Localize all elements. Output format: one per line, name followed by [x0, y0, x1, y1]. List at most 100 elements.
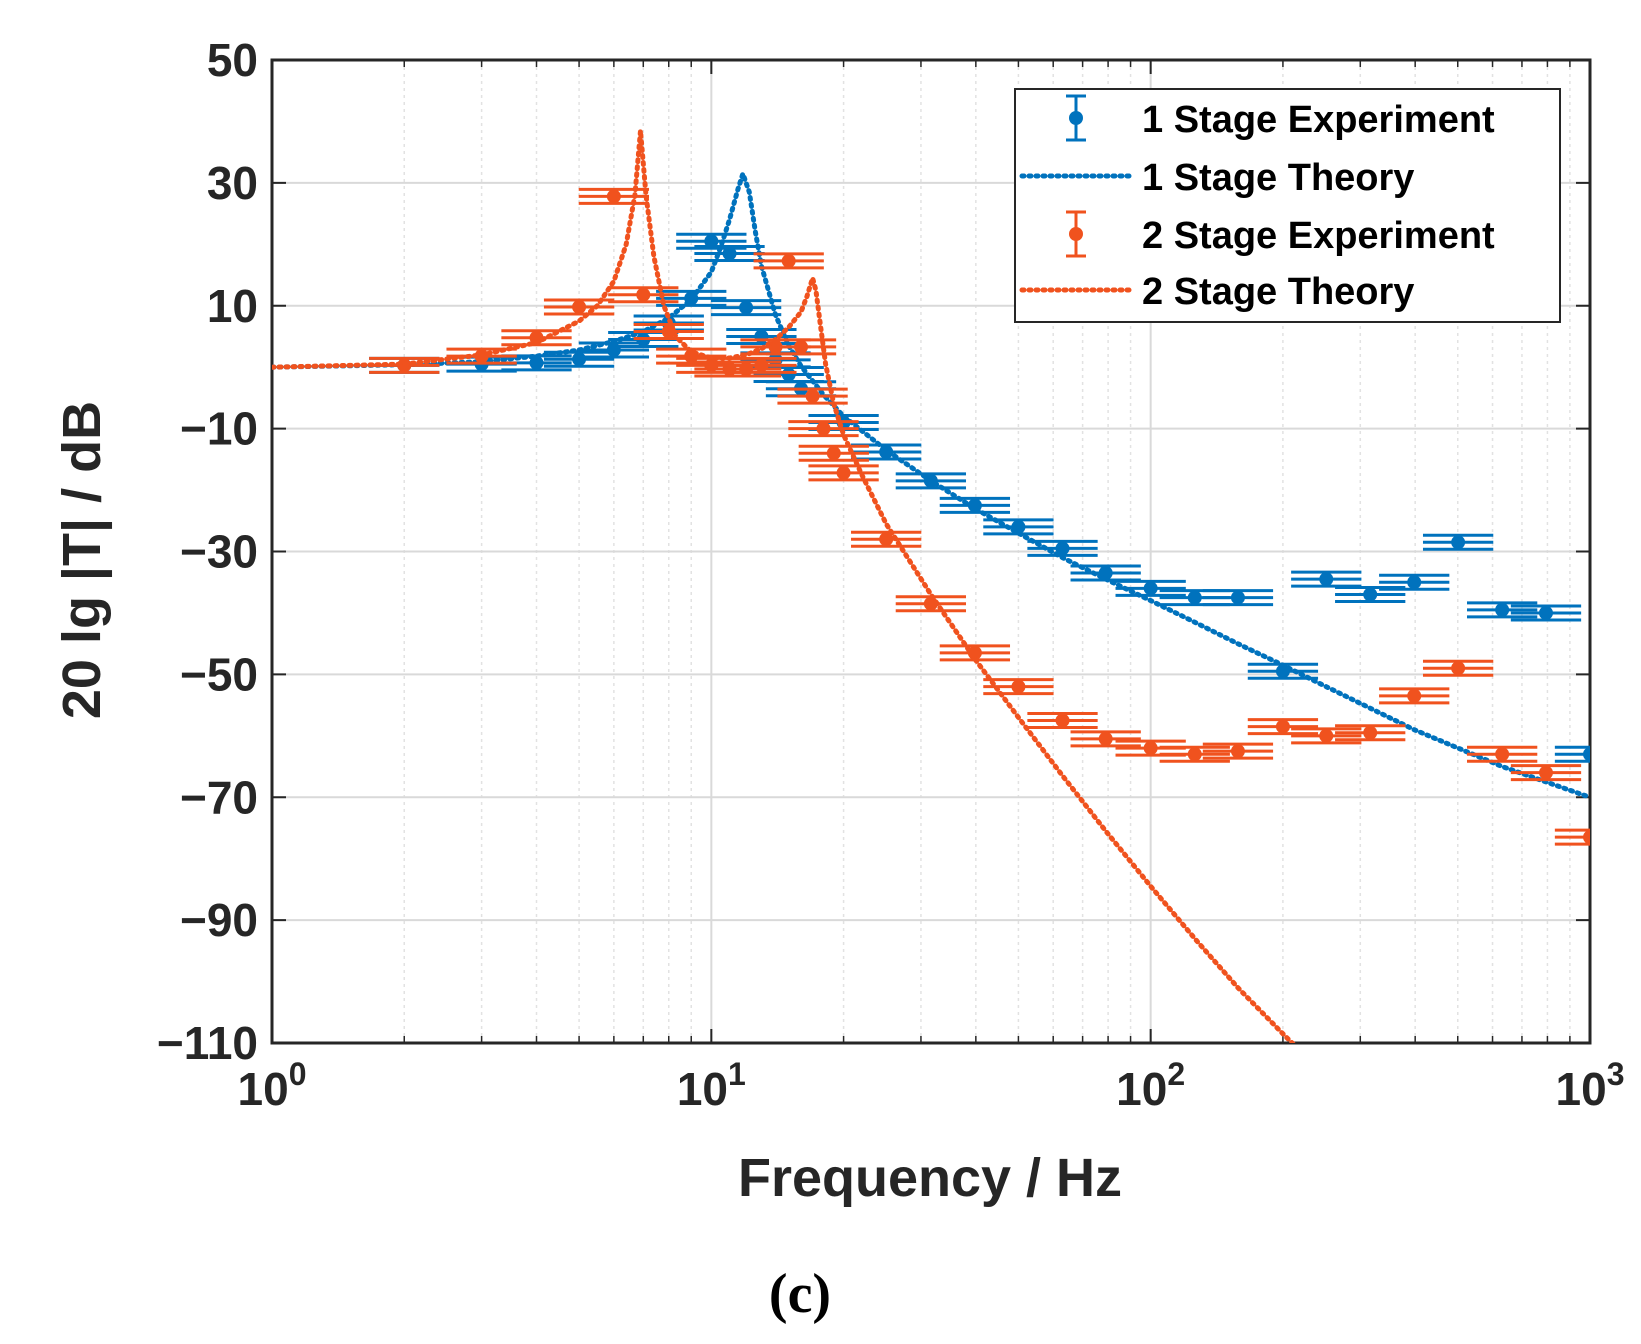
- data-point: [608, 286, 679, 304]
- data-point: [1159, 745, 1230, 763]
- data-series: [272, 130, 1590, 1043]
- data-marker: [1583, 830, 1590, 845]
- data-marker: [1363, 587, 1378, 602]
- data-point: [1554, 745, 1590, 763]
- data-marker: [781, 253, 796, 268]
- data-point: [1027, 711, 1098, 729]
- data-marker: [781, 367, 796, 382]
- data-point: [851, 530, 922, 548]
- data-point: [753, 252, 824, 270]
- y-tick-label: −90: [180, 894, 258, 946]
- legend-label-2-stage-theory: 2 Stage Theory: [1142, 271, 1414, 313]
- x-tick-label-exponent: 1: [728, 1056, 746, 1092]
- data-marker: [794, 339, 809, 354]
- data-point: [1335, 586, 1406, 604]
- y-axis-tick-labels: −110 −90 −70 −50 −30 −10 10 30 50: [157, 34, 258, 1069]
- data-marker: [529, 355, 544, 370]
- data-point: [939, 496, 1011, 514]
- data-point: [676, 232, 747, 250]
- data-point: [1335, 724, 1406, 742]
- data-point: [1510, 604, 1582, 622]
- data-point: [1070, 730, 1141, 748]
- series-1-stage-theory: [272, 165, 1590, 800]
- data-point: [1202, 589, 1274, 607]
- data-marker: [1495, 747, 1510, 762]
- data-point: [633, 323, 704, 341]
- x-tick-label-exponent: 2: [1167, 1056, 1185, 1092]
- x-tick-label: 101: [677, 1056, 746, 1115]
- y-tick-label: −110: [157, 1017, 258, 1069]
- data-marker: [739, 300, 754, 315]
- data-marker: [1055, 713, 1070, 728]
- data-point: [1510, 764, 1582, 782]
- data-marker: [1319, 572, 1334, 587]
- data-point: [1422, 659, 1494, 677]
- data-point: [1466, 601, 1538, 619]
- data-marker: [1363, 725, 1378, 740]
- data-point: [1247, 718, 1319, 736]
- data-point: [788, 420, 859, 438]
- data-marker: [1538, 605, 1553, 620]
- y-tick-label: −10: [180, 403, 258, 455]
- data-point: [808, 464, 879, 482]
- data-marker: [1098, 731, 1113, 746]
- data-point: [1379, 573, 1450, 591]
- data-marker: [1011, 679, 1026, 694]
- y-tick-label: −50: [180, 648, 258, 700]
- data-marker: [1055, 541, 1070, 556]
- y-tick-label: −70: [180, 771, 258, 823]
- data-marker: [826, 446, 841, 461]
- legend-label-1-stage-experiment: 1 Stage Experiment: [1142, 99, 1495, 141]
- data-point: [1379, 687, 1450, 705]
- data-marker: [572, 299, 587, 314]
- data-marker: [572, 352, 587, 367]
- x-tick-label: 102: [1116, 1056, 1185, 1115]
- data-marker: [1495, 602, 1510, 617]
- data-marker: [1143, 581, 1158, 596]
- data-marker: [816, 421, 831, 436]
- series-2-stage-theory: [272, 130, 1296, 1043]
- data-point: [578, 187, 650, 205]
- data-marker: [1319, 728, 1334, 743]
- data-marker: [1451, 661, 1466, 676]
- legend-marker: [1069, 111, 1083, 125]
- y-tick-label: −30: [180, 526, 258, 578]
- data-point: [1422, 533, 1494, 551]
- data-marker: [879, 532, 894, 547]
- data-marker: [754, 358, 769, 373]
- axis-ticks: [271, 59, 1591, 1044]
- data-point: [1554, 828, 1590, 846]
- x-tick-label: 103: [1556, 1056, 1625, 1115]
- data-marker: [1143, 741, 1158, 756]
- data-marker: [1230, 744, 1245, 759]
- legend-label-1-stage-theory: 1 Stage Theory: [1142, 157, 1414, 199]
- x-tick-label-base: 10: [1556, 1063, 1607, 1115]
- y-tick-label: 50: [207, 34, 258, 86]
- data-marker: [1407, 575, 1422, 590]
- y-tick-label: 10: [207, 280, 258, 332]
- x-tick-label: 100: [238, 1056, 307, 1115]
- series-line-1-stage-theory: [272, 165, 1590, 800]
- data-point: [543, 350, 615, 368]
- data-marker: [1583, 747, 1590, 762]
- data-marker: [1230, 590, 1245, 605]
- data-marker: [1451, 535, 1466, 550]
- legend: 1 Stage Experiment 1 Stage Theory 2 Stage …: [1014, 88, 1561, 323]
- data-point: [777, 387, 848, 405]
- y-axis-label: 20 lg |T| / dB: [52, 401, 113, 719]
- x-tick-label-base: 10: [677, 1063, 728, 1115]
- legend-marker: [1069, 227, 1083, 241]
- data-point: [1202, 742, 1274, 760]
- data-marker: [1538, 765, 1553, 780]
- data-point: [694, 245, 765, 263]
- x-axis-label: Frequency / Hz: [738, 1148, 1122, 1208]
- data-marker: [636, 287, 651, 302]
- data-marker: [704, 234, 719, 249]
- legend-box: [1014, 88, 1561, 323]
- figure-caption: (c): [769, 1263, 831, 1325]
- x-tick-label-base: 10: [238, 1063, 289, 1115]
- data-marker: [805, 389, 820, 404]
- data-marker: [606, 189, 621, 204]
- data-point: [1291, 570, 1362, 588]
